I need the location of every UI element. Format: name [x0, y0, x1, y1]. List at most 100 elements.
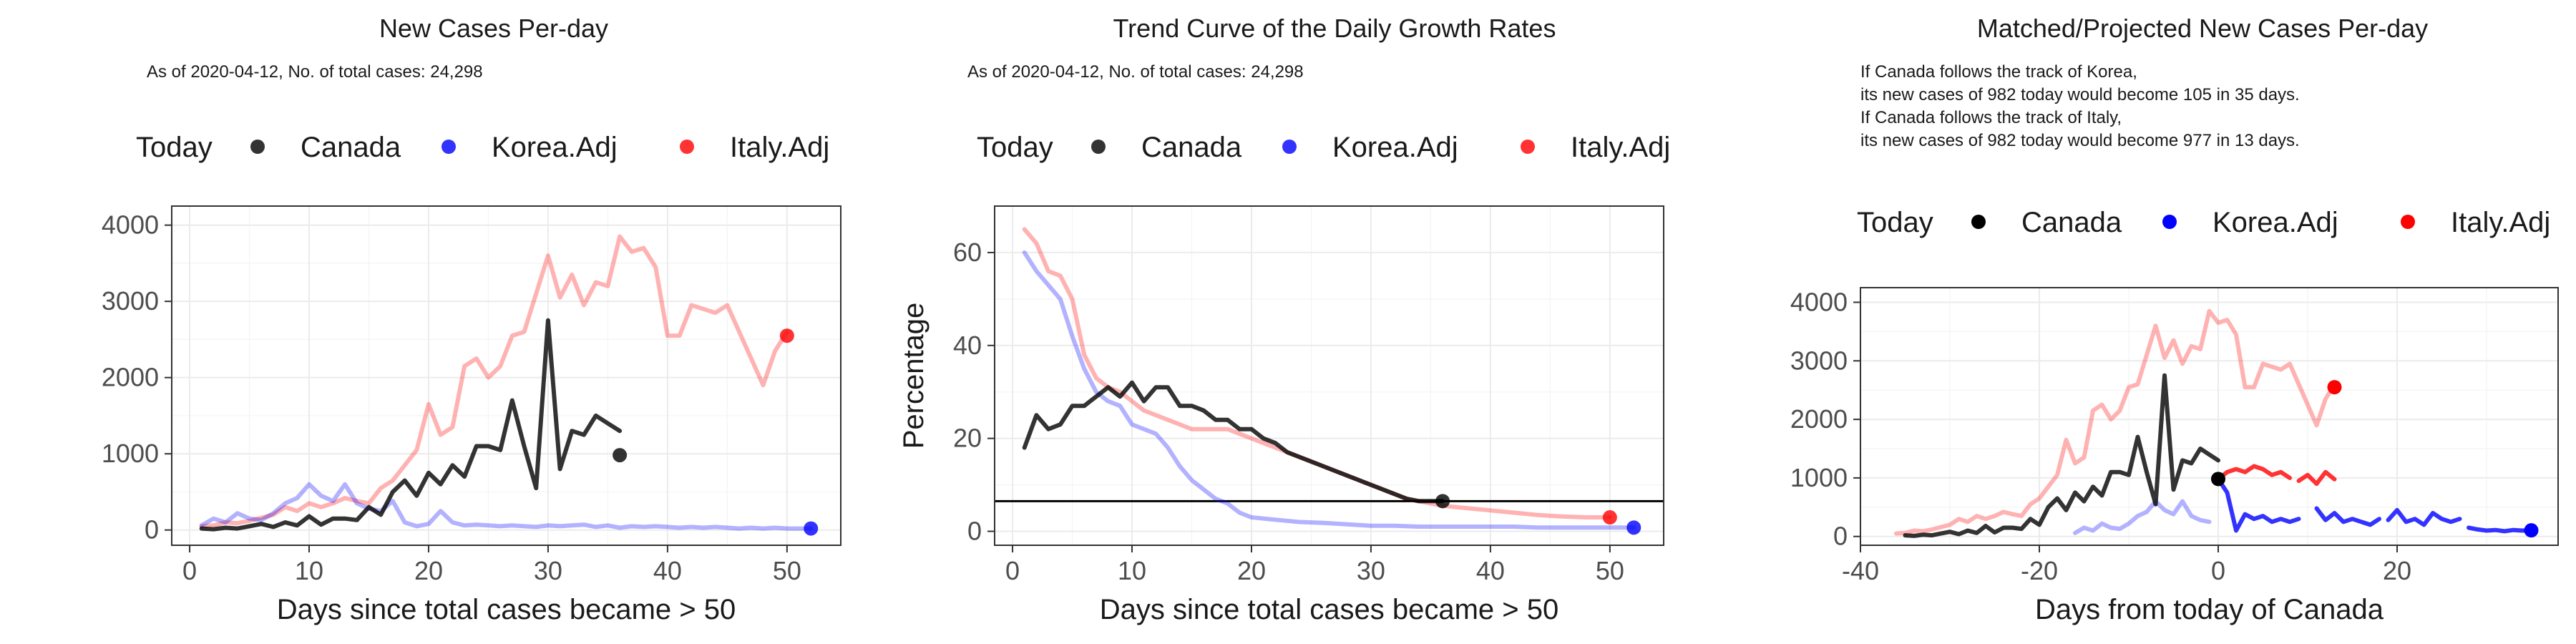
legend-label-canada: Canada: [1141, 132, 1242, 163]
legend-title: Today: [136, 132, 213, 163]
series-line-korea-adj: [199, 482, 814, 531]
today-point-canada: [613, 448, 628, 463]
y-tick-label: 4000: [102, 210, 159, 240]
legend-marker-italy-adj: [1521, 140, 1535, 154]
series-line-italy-adj: [1894, 308, 2337, 536]
legend-label-italy-adj: Italy.Adj: [2451, 207, 2550, 238]
x-tick-label: -40: [1842, 556, 1879, 585]
legend-marker-korea-adj: [441, 140, 456, 154]
plot-frame: [994, 205, 1664, 546]
x-tick-label: 10: [295, 556, 323, 585]
legend-label-korea-adj: Korea.Adj: [492, 132, 618, 163]
legend-label-canada: Canada: [301, 132, 401, 163]
x-tick-label: -20: [2021, 556, 2058, 585]
series-line-italy-adj: [199, 234, 789, 529]
annotation-line: If Canada follows the track of Italy,: [1860, 108, 2122, 127]
x-tick-label: 20: [414, 556, 443, 585]
legend-title: Today: [1857, 207, 1933, 238]
axis-ticks: 0 10 20 30 40 50 0 20 40 60: [953, 238, 1624, 585]
legend-label-canada: Canada: [2021, 207, 2122, 238]
chart-subtitle: As of 2020-04-12, No. of total cases: 24…: [967, 62, 1304, 82]
y-tick-label: 0: [145, 515, 159, 545]
series-line-korea-adj: [2314, 506, 2381, 527]
legend-marker-korea-adj: [1282, 140, 1297, 154]
legend-title: Today: [977, 132, 1053, 163]
panel-new-cases-per-day: New Cases Per-day As of 2020-04-12, No. o…: [102, 14, 841, 625]
legend-marker-italy-adj: [2401, 215, 2415, 229]
legend-marker-italy-adj: [680, 140, 694, 154]
y-tick-label: 3000: [102, 286, 159, 316]
x-tick-label: 0: [2211, 556, 2225, 585]
legend-label-italy-adj: Italy.Adj: [1571, 132, 1670, 163]
grid: [1860, 288, 2558, 545]
legend-label-italy-adj: Italy.Adj: [730, 132, 829, 163]
x-axis-title: Days since total cases became > 50: [277, 594, 736, 625]
x-tick-label: 50: [1596, 556, 1624, 585]
x-axis-title: Days since total cases became > 50: [1100, 594, 1558, 625]
x-tick-label: 0: [1005, 556, 1020, 585]
panel-growth-rate-trend: Trend Curve of the Daily Growth Rates As …: [898, 14, 1670, 625]
today-point-korea-adj: [2524, 523, 2539, 538]
series-group: [199, 234, 814, 532]
series-line-italy-adj: [2296, 469, 2337, 487]
y-tick-label: 2000: [102, 363, 159, 392]
series-line-korea-adj: [2386, 507, 2462, 527]
x-tick-label: 40: [1476, 556, 1505, 585]
y-tick-label: 2000: [1790, 404, 1848, 434]
y-tick-label: 20: [953, 424, 982, 453]
series-line-canada: [1903, 373, 2220, 538]
y-tick-label: 40: [953, 331, 982, 360]
annotation-line: its new cases of 982 today would become …: [1860, 85, 2300, 104]
today-point-italy-adj: [779, 328, 794, 343]
today-point-canada: [2211, 472, 2225, 487]
legend-label-korea-adj: Korea.Adj: [2212, 207, 2338, 238]
legend: Today Canada Korea.Adj Italy.Adj: [977, 132, 1670, 163]
series-line-korea-adj: [2216, 477, 2301, 533]
x-axis-title: Days from today of Canada: [2035, 594, 2384, 625]
panel-matched-projected: Matched/Projected New Cases Per-day If Ca…: [1790, 14, 2559, 625]
series-line-italy-adj: [2216, 464, 2292, 482]
grid: [172, 206, 841, 545]
y-tick-label: 0: [967, 517, 982, 546]
x-tick-label: 20: [2383, 556, 2411, 585]
today-point-italy-adj: [1602, 510, 1617, 525]
annotation-line: its new cases of 982 today would become …: [1860, 131, 2300, 150]
series-line-korea-adj: [1022, 250, 1636, 530]
legend-marker-canada: [250, 140, 265, 154]
axis-ticks: 0 10 20 30 40 50 0 1000 2000 3000 4000: [102, 210, 801, 585]
today-point-italy-adj: [2327, 380, 2342, 395]
y-axis-title: Percentage: [898, 303, 930, 449]
legend: Today Canada Korea.Adj Italy.Adj: [136, 132, 829, 163]
chart-title: New Cases Per-day: [379, 14, 608, 43]
today-point-korea-adj: [1626, 520, 1641, 535]
chart-title: Matched/Projected New Cases Per-day: [1977, 14, 2428, 43]
y-tick-label: 4000: [1790, 287, 1848, 316]
series-line-canada: [199, 318, 623, 532]
legend-label-korea-adj: Korea.Adj: [1332, 132, 1458, 163]
y-tick-label: 0: [1833, 522, 1848, 551]
chart-title: Trend Curve of the Daily Growth Rates: [1113, 14, 1556, 43]
x-tick-label: 0: [182, 556, 197, 585]
x-tick-label: 30: [534, 556, 562, 585]
today-point-canada: [1435, 494, 1450, 509]
series-line-korea-adj: [2467, 525, 2534, 534]
legend-marker-canada: [1091, 140, 1106, 154]
today-point-korea-adj: [804, 521, 819, 536]
x-tick-label: 50: [773, 556, 801, 585]
legend: Today Canada Korea.Adj Italy.Adj: [1857, 207, 2550, 238]
x-tick-label: 30: [1357, 556, 1385, 585]
plot-frame: [1860, 287, 2559, 546]
x-tick-label: 10: [1118, 556, 1146, 585]
series-line-italy-adj: [1022, 227, 1612, 519]
plot-frame: [171, 205, 841, 546]
y-tick-label: 1000: [102, 439, 159, 468]
grid: [995, 206, 1664, 545]
series-line-canada: [1022, 380, 1445, 504]
series-line-korea-adj: [2073, 499, 2212, 535]
axis-ticks: -40 -20 0 20 0 1000 2000 3000 4000: [1790, 287, 2411, 585]
y-tick-label: 60: [953, 238, 982, 267]
y-tick-label: 3000: [1790, 346, 1848, 375]
x-tick-label: 20: [1237, 556, 1266, 585]
annotation-line: If Canada follows the track of Korea,: [1860, 62, 2137, 82]
